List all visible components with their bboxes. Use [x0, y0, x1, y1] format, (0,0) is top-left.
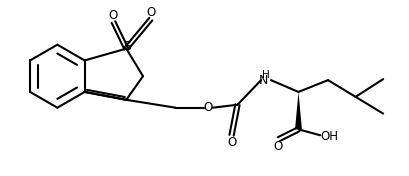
Text: H: H — [262, 70, 270, 80]
Text: OH: OH — [320, 130, 338, 143]
Text: S: S — [123, 40, 131, 53]
Text: N: N — [258, 74, 268, 87]
Text: O: O — [273, 140, 283, 153]
Polygon shape — [295, 92, 302, 129]
Text: O: O — [227, 136, 236, 149]
Text: O: O — [203, 101, 213, 114]
Text: O: O — [146, 6, 155, 19]
Text: O: O — [109, 9, 118, 22]
